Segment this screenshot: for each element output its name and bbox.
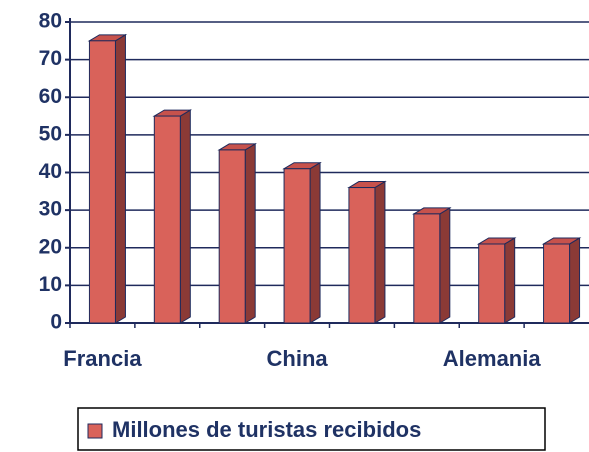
bar	[282, 161, 322, 324]
x-tick-label: China	[267, 346, 329, 371]
bar-front	[218, 149, 246, 324]
bar-side	[374, 180, 386, 324]
bar	[347, 180, 387, 324]
bar-front	[478, 243, 506, 324]
bar	[217, 143, 257, 324]
bar-side	[309, 161, 321, 324]
bar-front	[283, 168, 311, 324]
y-tick-label: 0	[50, 311, 62, 334]
y-tick-label: 30	[39, 198, 62, 221]
y-tick-label: 60	[39, 85, 62, 108]
y-tick-label: 70	[39, 47, 62, 70]
legend-swatch	[87, 423, 103, 439]
bar	[541, 237, 582, 324]
bar	[476, 237, 517, 324]
bar-side	[179, 109, 191, 324]
y-tick-label: 10	[39, 273, 62, 296]
bar-front	[88, 40, 116, 324]
y-tick-label: 80	[39, 10, 62, 33]
y-tick-label: 20	[39, 235, 62, 258]
bar-side	[504, 237, 516, 324]
bar-front	[413, 213, 441, 324]
legend-box	[77, 407, 546, 451]
bar	[152, 109, 193, 324]
y-tick-label: 50	[39, 122, 62, 145]
bar-side	[569, 237, 581, 324]
x-tick-label: Francia	[63, 346, 142, 371]
x-tick-label: Alemania	[443, 346, 542, 371]
bar-side	[439, 207, 451, 324]
bar-front	[153, 115, 181, 324]
bar	[412, 207, 452, 324]
bar-side	[114, 33, 126, 324]
legend-label: Millones de turistas recibidos	[112, 417, 421, 442]
bar-side	[244, 143, 256, 324]
y-tick-label: 40	[39, 160, 62, 183]
bar-front	[348, 187, 376, 324]
bar	[87, 33, 128, 324]
bar-front	[543, 243, 571, 324]
